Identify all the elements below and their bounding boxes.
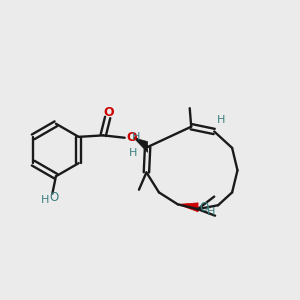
Text: O: O (103, 106, 114, 118)
Text: H: H (41, 195, 49, 205)
Text: O: O (49, 191, 58, 204)
Text: H: H (131, 132, 140, 142)
Text: H: H (217, 115, 225, 124)
Polygon shape (178, 203, 198, 212)
Text: H: H (207, 207, 215, 217)
Text: O: O (200, 201, 209, 214)
Text: H: H (128, 148, 137, 158)
Polygon shape (134, 138, 148, 152)
Text: O: O (126, 131, 136, 144)
